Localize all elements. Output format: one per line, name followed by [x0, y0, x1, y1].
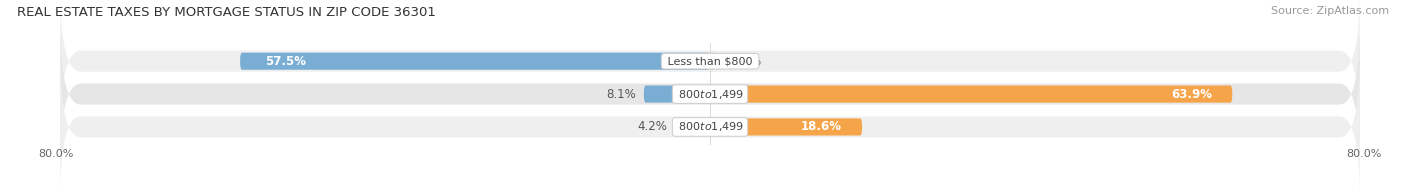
Text: 0.68%: 0.68%	[724, 55, 761, 68]
FancyBboxPatch shape	[676, 118, 710, 135]
Text: $800 to $1,499: $800 to $1,499	[675, 121, 745, 133]
Text: 8.1%: 8.1%	[606, 88, 636, 101]
FancyBboxPatch shape	[240, 53, 710, 70]
FancyBboxPatch shape	[60, 55, 1360, 196]
Text: 63.9%: 63.9%	[1171, 88, 1212, 101]
FancyBboxPatch shape	[60, 22, 1360, 166]
FancyBboxPatch shape	[710, 118, 862, 135]
FancyBboxPatch shape	[710, 53, 716, 70]
Text: 4.2%: 4.2%	[638, 121, 668, 133]
FancyBboxPatch shape	[60, 0, 1360, 133]
Text: Less than $800: Less than $800	[664, 56, 756, 66]
Text: $800 to $1,499: $800 to $1,499	[675, 88, 745, 101]
FancyBboxPatch shape	[710, 85, 1232, 103]
Text: 18.6%: 18.6%	[800, 121, 842, 133]
Text: 57.5%: 57.5%	[264, 55, 305, 68]
Text: Source: ZipAtlas.com: Source: ZipAtlas.com	[1271, 6, 1389, 16]
FancyBboxPatch shape	[644, 85, 710, 103]
Text: REAL ESTATE TAXES BY MORTGAGE STATUS IN ZIP CODE 36301: REAL ESTATE TAXES BY MORTGAGE STATUS IN …	[17, 6, 436, 19]
